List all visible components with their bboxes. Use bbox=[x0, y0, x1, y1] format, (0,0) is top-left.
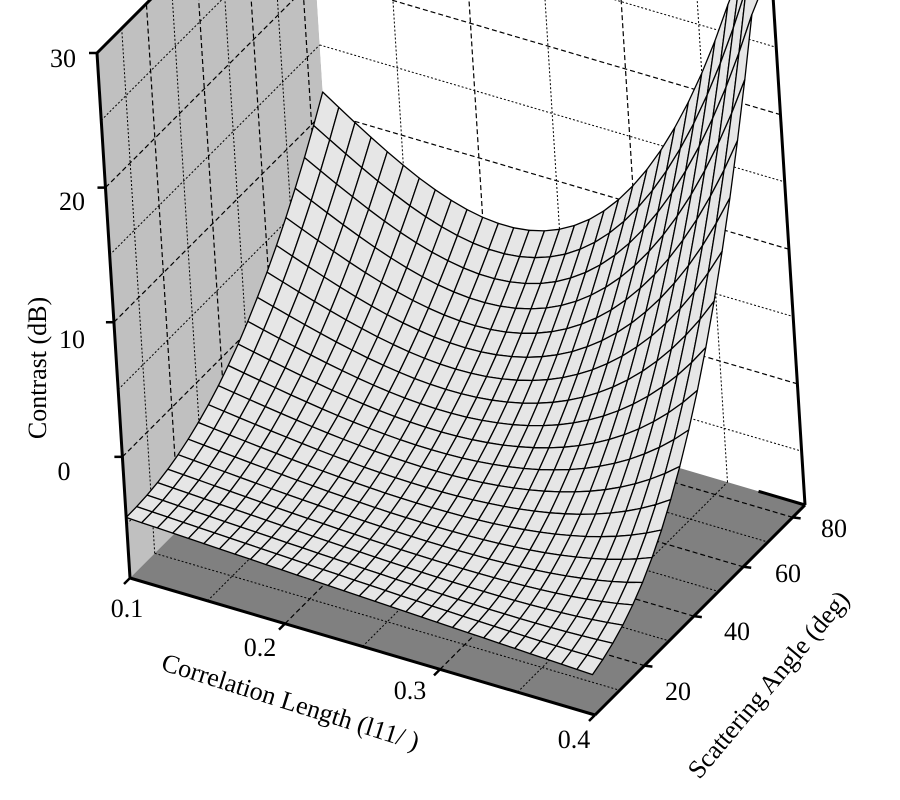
left-wall-top-edge bbox=[95, 0, 153, 55]
x-tick-mark bbox=[123, 577, 131, 585]
surface-cell bbox=[576, 654, 604, 676]
gridline bbox=[105, 0, 294, 189]
floor-back-edge bbox=[758, 489, 806, 507]
x-tick-mark bbox=[278, 622, 286, 631]
gridline bbox=[117, 179, 329, 390]
y-tick-mark bbox=[743, 565, 752, 570]
z-axis-title: Contrast (dB) bbox=[23, 297, 52, 439]
x-tick-0.1: 0.1 bbox=[111, 594, 144, 623]
y-tick-mark bbox=[644, 664, 653, 668]
wireframe-surface bbox=[125, 0, 759, 676]
gridline bbox=[121, 246, 333, 458]
y-tick-60: 60 bbox=[775, 559, 801, 588]
y-tick-40: 40 bbox=[724, 617, 750, 646]
x-axis-line bbox=[129, 576, 596, 717]
gridline bbox=[319, 44, 785, 183]
z-tick-10: 10 bbox=[59, 325, 85, 354]
gridline bbox=[113, 111, 325, 323]
left-wall bbox=[97, 0, 340, 578]
z-tick-30: 30 bbox=[50, 44, 76, 73]
x-tick-0.2: 0.2 bbox=[244, 633, 277, 662]
gridline bbox=[154, 552, 620, 691]
z-axis-line bbox=[95, 52, 132, 579]
z-tick-0: 0 bbox=[58, 457, 71, 486]
x-tick-mark bbox=[433, 668, 441, 677]
x-tick-0.3: 0.3 bbox=[394, 676, 427, 705]
gridline bbox=[100, 0, 223, 121]
x-tick-0.4: 0.4 bbox=[558, 725, 591, 754]
y-tick-20: 20 bbox=[665, 677, 691, 706]
x-axis-title: Correlation Length (l11/ ) bbox=[158, 648, 423, 756]
z-tick-20: 20 bbox=[59, 187, 85, 216]
tick-labels: 0 10 20 30 0.1 0.2 0.3 0.4 20 40 60 80 bbox=[50, 44, 847, 754]
y-tick-mark bbox=[792, 516, 801, 520]
y-axis-line bbox=[593, 503, 807, 717]
back-wall-right-edge bbox=[771, 0, 807, 506]
axes-edges bbox=[89, 0, 807, 722]
y-tick-mark bbox=[693, 614, 702, 619]
y-tick-80: 80 bbox=[821, 514, 847, 543]
gridline bbox=[109, 44, 321, 256]
y-axis-title: Scattering Angle (deg) bbox=[682, 585, 856, 784]
x-tick-mark bbox=[588, 714, 596, 722]
